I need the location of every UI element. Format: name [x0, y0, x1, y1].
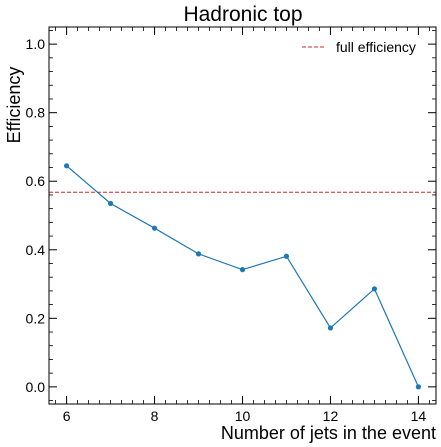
- y-tick-label: 0.6: [26, 173, 46, 189]
- data-point-7: [107, 200, 114, 207]
- data-point-9: [195, 251, 202, 257]
- plot-frame: [48, 26, 437, 405]
- chart-title: Hadronic top: [183, 3, 302, 26]
- x-tick-label: 12: [323, 408, 339, 424]
- data-point-8: [151, 225, 158, 231]
- y-tick-label: 0.4: [26, 242, 46, 258]
- series-line-0: [66, 165, 419, 388]
- data-point-10: [239, 267, 246, 273]
- data-point-13: [371, 286, 378, 292]
- axis-ticks: 6 8 10 12 14 0.0 0.2 0.4 0.6 0.8 1.0: [26, 27, 436, 424]
- x-tick-label: 6: [63, 408, 71, 424]
- x-tick-label: 14: [411, 408, 427, 424]
- x-tick-label: 8: [151, 408, 159, 424]
- x-tick-label: 10: [235, 408, 251, 424]
- y-tick-label: 1.0: [26, 36, 46, 52]
- y-axis-label: Efficiency: [4, 67, 24, 144]
- data-point-12: [327, 325, 334, 331]
- y-tick-label: 0.8: [26, 105, 46, 121]
- y-tick-label: 0.2: [26, 310, 46, 326]
- data-point-6: [63, 163, 70, 169]
- data-series: [63, 163, 422, 390]
- y-tick-label: 0.0: [26, 379, 46, 395]
- data-point-14: [415, 384, 422, 390]
- data-point-11: [283, 253, 290, 259]
- x-axis-label: Number of jets in the event: [221, 423, 436, 443]
- legend-label: full efficiency: [336, 39, 416, 55]
- legend: full efficiency: [302, 39, 416, 55]
